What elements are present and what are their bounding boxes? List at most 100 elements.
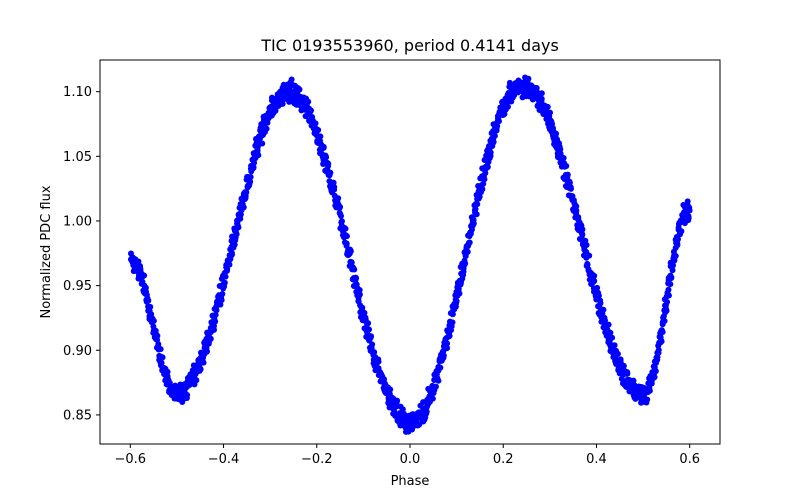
data-point [356, 291, 363, 298]
data-point [423, 410, 430, 417]
data-point [591, 272, 598, 279]
data-point [279, 100, 286, 107]
data-point [617, 356, 624, 363]
data-point [563, 162, 570, 169]
data-point [504, 103, 511, 110]
data-point [595, 292, 602, 299]
x-tick-label: 0.4 [586, 452, 607, 467]
x-tick-label: −0.4 [208, 452, 240, 467]
data-point [464, 248, 471, 255]
data-point [359, 304, 366, 311]
data-point [665, 292, 672, 299]
data-point [343, 233, 350, 240]
data-point [453, 298, 460, 305]
data-point [462, 260, 469, 267]
data-point [560, 155, 567, 162]
data-point [351, 266, 358, 273]
data-point [240, 204, 247, 211]
data-point [308, 107, 315, 114]
data-point [159, 354, 166, 361]
data-point [440, 352, 447, 359]
data-point [338, 213, 345, 220]
data-point [484, 164, 491, 171]
data-point [678, 228, 685, 235]
x-axis-label: Phase [391, 474, 430, 489]
data-point [335, 195, 342, 202]
data-point [449, 311, 456, 318]
data-point [620, 362, 627, 369]
data-point [672, 252, 679, 259]
data-point [338, 218, 345, 225]
data-point [228, 250, 235, 257]
data-point [583, 241, 590, 248]
data-point [658, 338, 665, 345]
data-point [670, 262, 677, 269]
data-point [668, 274, 675, 281]
data-point [432, 383, 439, 390]
data-point [564, 171, 571, 178]
data-point [525, 75, 532, 82]
y-axis: 0.85 0.90 0.95 1.00 1.05 1.10 [63, 85, 100, 423]
data-point [466, 239, 473, 246]
data-point [305, 98, 312, 105]
data-point [491, 132, 498, 139]
data-point [331, 183, 338, 190]
data-point [164, 368, 171, 375]
data-point [674, 236, 681, 243]
data-point [251, 159, 258, 166]
data-point [141, 272, 148, 279]
data-point [435, 377, 442, 384]
data-point [646, 387, 653, 394]
data-point [490, 138, 497, 145]
data-point [200, 359, 207, 366]
data-point [222, 273, 229, 280]
data-point [573, 207, 580, 214]
data-points [127, 74, 693, 435]
data-point [211, 326, 218, 333]
data-point [312, 120, 319, 127]
data-point [242, 194, 249, 201]
data-point [665, 286, 672, 293]
data-point [250, 164, 257, 171]
data-point [337, 204, 344, 211]
y-tick-label: 1.05 [63, 150, 92, 165]
data-point [147, 303, 154, 310]
x-tick-label: 0.2 [493, 452, 514, 467]
data-point [669, 267, 676, 274]
data-point [157, 346, 164, 353]
data-point [152, 327, 159, 334]
data-point [547, 109, 554, 116]
data-point [219, 290, 226, 297]
data-point [605, 321, 612, 328]
data-point [667, 281, 674, 288]
data-point [247, 178, 254, 185]
data-point [361, 309, 368, 316]
data-point [651, 374, 658, 381]
data-point [207, 335, 214, 342]
data-point [224, 267, 230, 274]
data-point [193, 377, 200, 384]
data-point [472, 206, 479, 213]
data-point [444, 345, 451, 352]
data-point [365, 320, 372, 327]
data-point [393, 403, 399, 410]
data-point [296, 86, 303, 93]
data-point [212, 311, 219, 318]
y-tick-label: 1.10 [63, 85, 92, 100]
data-point [343, 240, 350, 247]
data-point [501, 111, 508, 118]
data-point [135, 258, 142, 265]
data-point [317, 133, 324, 140]
data-point [470, 216, 477, 223]
data-point [538, 90, 545, 97]
data-point [429, 395, 436, 402]
data-point [325, 160, 332, 167]
data-point [553, 130, 560, 137]
data-point [218, 297, 225, 304]
data-point [586, 252, 593, 259]
data-point [452, 303, 459, 310]
data-point [584, 261, 591, 268]
y-axis-label: Normalized PDC flux [39, 185, 54, 318]
data-point [609, 334, 616, 341]
data-point [664, 299, 671, 306]
